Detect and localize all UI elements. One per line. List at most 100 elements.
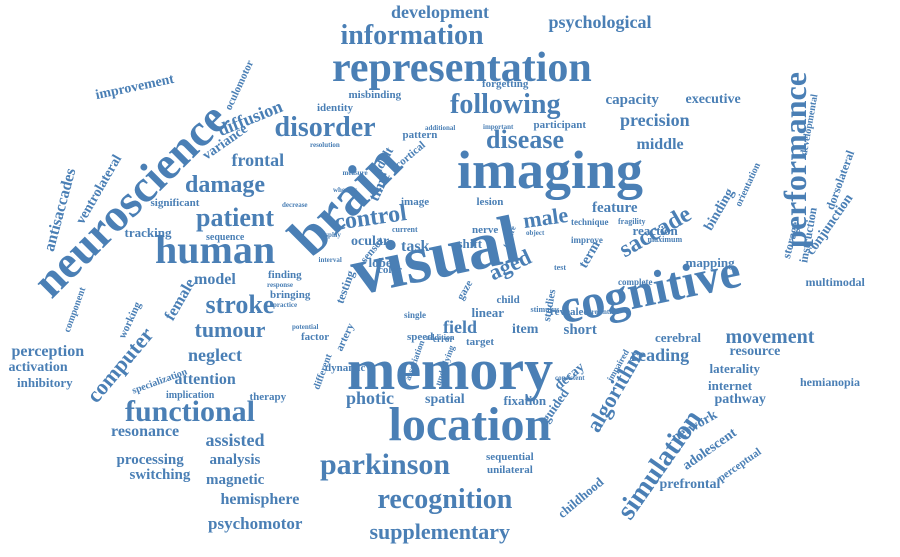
word-perceptual: perceptual <box>716 446 763 484</box>
word-resource: resource <box>730 345 781 359</box>
word-technique: technique <box>571 218 609 227</box>
word-forgetting: forgetting <box>482 79 528 90</box>
word-factor: factor <box>301 332 329 343</box>
word-resolution: resolution <box>310 142 340 149</box>
word-damage: damage <box>185 173 265 197</box>
word-prefrontal: prefrontal <box>660 478 721 492</box>
word-complete: complete <box>618 278 652 287</box>
word-whereas: whereas <box>333 187 357 194</box>
word-task: task <box>401 239 429 255</box>
word-child: child <box>497 295 520 306</box>
word-stroke: stroke <box>206 292 275 318</box>
word-photic: photic <box>346 389 394 407</box>
word-magnetic: magnetic <box>206 473 264 488</box>
word-representation: representation <box>332 47 592 89</box>
word-misbinding: misbinding <box>349 90 402 101</box>
word-item: item <box>512 323 538 337</box>
word-measure: measure <box>343 170 368 177</box>
word-cortical: cortical <box>393 139 427 170</box>
word-disease: disease <box>486 127 564 153</box>
word-short: short <box>564 323 597 338</box>
word-parkinson: parkinson <box>320 450 450 480</box>
word-participant: participant <box>534 120 587 131</box>
word-unilateral: unilateral <box>487 465 533 476</box>
word-resonance: resonance <box>111 424 179 440</box>
word-female: female <box>162 276 199 323</box>
word-middle: middle <box>637 137 684 153</box>
word-retention: retention <box>592 309 619 316</box>
word-perception: perception <box>12 344 85 360</box>
word-tracking: tracking <box>125 226 172 239</box>
word-recognition: recognition <box>378 486 513 514</box>
word-color: color <box>378 265 402 276</box>
word-disorder: disorder <box>275 114 376 142</box>
word-significant: significant <box>151 198 200 209</box>
word-sequential: sequential <box>486 452 534 463</box>
word-analysis: analysis <box>210 453 261 468</box>
word-following: following <box>450 91 560 119</box>
word-psychological: psychological <box>549 13 652 31</box>
word-information: information <box>341 22 484 50</box>
word-display: display <box>320 232 341 239</box>
word-test: test <box>554 264 566 272</box>
word-feature: feature <box>592 201 638 216</box>
word-interval: interval <box>319 257 342 264</box>
word-maximum: maximum <box>648 236 683 244</box>
word-psychomotor: psychomotor <box>208 515 302 532</box>
word-model: model <box>194 272 236 288</box>
word-additional: additional <box>425 125 455 132</box>
word-frontal: frontal <box>232 151 285 169</box>
word-fixation: fixation <box>504 394 547 407</box>
word-identity: identity <box>317 103 353 114</box>
word-pathway: pathway <box>715 393 766 407</box>
word-patient: patient <box>196 205 274 231</box>
word-orientation: orientation <box>734 161 763 208</box>
word-childhood: childhood <box>555 474 605 519</box>
word-nerve: nerve <box>472 225 498 236</box>
word-decrease: decrease <box>282 202 308 209</box>
word-testing: testing <box>334 269 357 305</box>
word-spatial: spatial <box>425 393 465 407</box>
word-improve: improve <box>571 236 603 245</box>
word-error: error <box>433 335 453 344</box>
word-target: target <box>466 337 494 348</box>
word-lesion: lesion <box>477 197 504 208</box>
word-image: image <box>401 197 429 208</box>
word-practice: practice <box>273 302 297 309</box>
word-executive: executive <box>686 93 741 107</box>
word-precision: precision <box>620 111 690 129</box>
word-location: location <box>389 401 552 449</box>
word-tumour: tumour <box>195 319 266 341</box>
word-shift: shift <box>458 237 483 250</box>
word-important: important <box>483 124 513 131</box>
word-oculomotor: oculomotor <box>224 58 257 111</box>
word-hemisphere: hemisphere <box>221 492 300 508</box>
word-binding: binding <box>702 187 737 234</box>
word-fragility: fragility <box>618 218 646 226</box>
word-activation: activation <box>9 361 68 375</box>
word-response: response <box>267 282 293 289</box>
word-supplementary: supplementary <box>370 521 511 543</box>
word-implication: implication <box>166 391 214 401</box>
word-inhibitory: inhibitory <box>17 376 73 389</box>
word-sequence: sequence <box>206 233 244 243</box>
word-neglect: neglect <box>188 346 242 364</box>
word-switching: switching <box>130 468 191 483</box>
word-finding: finding <box>268 270 302 281</box>
word-stimulus: stimulus <box>531 306 560 314</box>
word-potential: potential <box>292 324 318 331</box>
word-consistent: consistent <box>555 375 585 382</box>
word-object: object <box>526 230 544 237</box>
word-male: male <box>521 204 569 232</box>
word-mapping: mapping <box>686 256 735 269</box>
word-improvement: improvement <box>94 73 175 103</box>
word-ocular: ocular <box>351 235 389 249</box>
word-cerebral: cerebral <box>655 331 701 344</box>
word-capacity: capacity <box>606 93 659 108</box>
word-bringing: bringing <box>270 290 310 301</box>
word-processing: processing <box>117 453 184 468</box>
word-multimodal: multimodal <box>806 276 865 288</box>
word-single: single <box>404 311 426 320</box>
word-hemianopia: hemianopia <box>800 376 860 388</box>
